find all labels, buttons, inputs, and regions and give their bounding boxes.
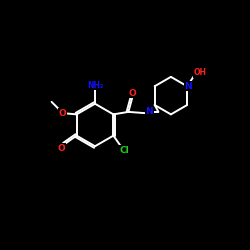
Text: O: O bbox=[128, 89, 136, 98]
Text: O: O bbox=[59, 108, 67, 118]
Text: N: N bbox=[184, 82, 192, 91]
Text: NH₂: NH₂ bbox=[87, 80, 103, 90]
Text: O: O bbox=[58, 144, 66, 152]
Text: Cl: Cl bbox=[120, 146, 130, 155]
Text: N: N bbox=[145, 108, 153, 116]
Text: OH: OH bbox=[193, 68, 206, 77]
